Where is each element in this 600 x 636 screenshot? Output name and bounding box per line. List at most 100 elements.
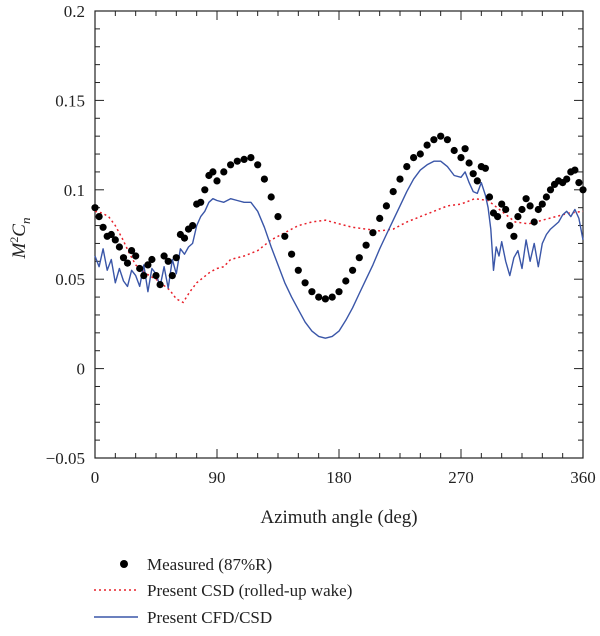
measured-point	[267, 193, 275, 201]
measured-point	[99, 223, 107, 231]
measured-point	[502, 205, 510, 214]
legend-label-csd: Present CSD (rolled-up wake)	[147, 581, 352, 600]
measured-point	[107, 230, 115, 239]
legend: Measured (87%R) Present CSD (rolled-up w…	[94, 555, 352, 627]
measured-point	[274, 213, 282, 221]
measured-point	[254, 161, 262, 169]
measured-point	[342, 277, 350, 285]
measured-point	[389, 188, 397, 196]
measured-point	[315, 293, 323, 301]
measured-point	[450, 146, 458, 155]
measured-point	[160, 252, 168, 260]
x-axis-title: Azimuth angle (deg)	[260, 507, 417, 528]
measured-point	[376, 214, 384, 222]
y-tick-label: 0.05	[55, 270, 85, 289]
y-tick-label: −0.05	[46, 449, 85, 468]
measured-point	[180, 234, 189, 242]
measured-point	[473, 177, 481, 185]
measured-point	[156, 281, 164, 289]
measured-point	[247, 154, 255, 162]
y-tick-label: 0.2	[64, 2, 85, 21]
measured-point	[355, 254, 363, 262]
measured-point	[189, 222, 197, 230]
measured-point	[485, 193, 494, 201]
measured-point	[209, 168, 217, 176]
measured-point	[530, 218, 538, 226]
measured-point	[534, 205, 542, 214]
measured-point	[240, 155, 248, 163]
measured-point	[571, 166, 579, 174]
measured-point	[227, 161, 235, 169]
measured-point	[301, 279, 309, 287]
x-tick-label: 270	[448, 468, 474, 487]
measured-point	[260, 175, 268, 183]
y-tick-label: 0	[77, 360, 86, 379]
measured-point	[197, 198, 205, 206]
tick-labels: 0 90 180 270 360 −0.05 0 0.05 0.1 0.15 0.2	[46, 2, 596, 487]
measured-point	[294, 266, 302, 274]
measured-point	[498, 200, 506, 208]
x-tick-label: 180	[326, 468, 352, 487]
measured-point	[119, 254, 128, 262]
measured-point	[494, 213, 502, 221]
x-tick-label: 360	[570, 468, 596, 487]
measured-point	[437, 132, 445, 140]
measured-point	[172, 254, 180, 262]
measured-point	[349, 266, 357, 274]
y-axis-title-var: C	[9, 224, 30, 237]
measured-point	[369, 229, 377, 237]
measured-point	[563, 175, 571, 183]
measured-point	[288, 250, 296, 258]
measured-point	[575, 179, 583, 187]
y-axis-title-sup: 2	[7, 237, 21, 243]
measured-point	[328, 293, 336, 301]
legend-marker-measured	[120, 560, 128, 568]
legend-label-measured: Measured (87%R)	[147, 555, 272, 574]
measured-point	[233, 157, 241, 165]
measured-point	[335, 288, 343, 296]
measured-point	[220, 168, 228, 176]
measured-point	[481, 164, 489, 172]
measured-point	[111, 236, 119, 244]
y-axis-title-sub: n	[18, 217, 33, 224]
measured-point	[132, 252, 140, 260]
measured-point	[140, 272, 148, 280]
measured-point	[144, 261, 152, 269]
measured-point	[95, 213, 103, 221]
measured-point	[123, 259, 132, 267]
measured-point	[152, 272, 160, 280]
x-tick-label: 0	[91, 468, 100, 487]
measured-point	[201, 186, 209, 194]
measured-point	[382, 202, 390, 210]
plot-frame	[94, 10, 584, 459]
measured-point	[128, 247, 136, 255]
measured-point	[469, 170, 477, 178]
measured-point	[430, 136, 438, 144]
measured-point	[443, 136, 451, 144]
measured-point	[510, 232, 518, 240]
measured-point	[403, 163, 411, 171]
axis-ticks	[94, 10, 584, 459]
series-line-cfd	[94, 160, 584, 339]
series-layer	[91, 132, 587, 339]
measured-point	[115, 243, 123, 251]
measured-point	[321, 295, 329, 303]
measured-point	[396, 175, 404, 183]
measured-point	[136, 264, 144, 273]
measured-point	[506, 222, 514, 230]
measured-point	[416, 150, 424, 158]
measured-point	[579, 186, 587, 194]
measured-point	[91, 204, 99, 212]
legend-label-cfd: Present CFD/CSD	[147, 608, 272, 627]
measured-point	[542, 193, 551, 201]
y-axis-title-main: M	[9, 242, 30, 260]
measured-point	[148, 255, 156, 264]
measured-point	[526, 202, 534, 210]
measured-point	[168, 272, 176, 280]
measured-point	[308, 288, 316, 296]
measured-point	[410, 154, 418, 162]
measured-point	[518, 205, 526, 214]
measured-point	[164, 257, 172, 265]
measured-point	[461, 145, 469, 153]
